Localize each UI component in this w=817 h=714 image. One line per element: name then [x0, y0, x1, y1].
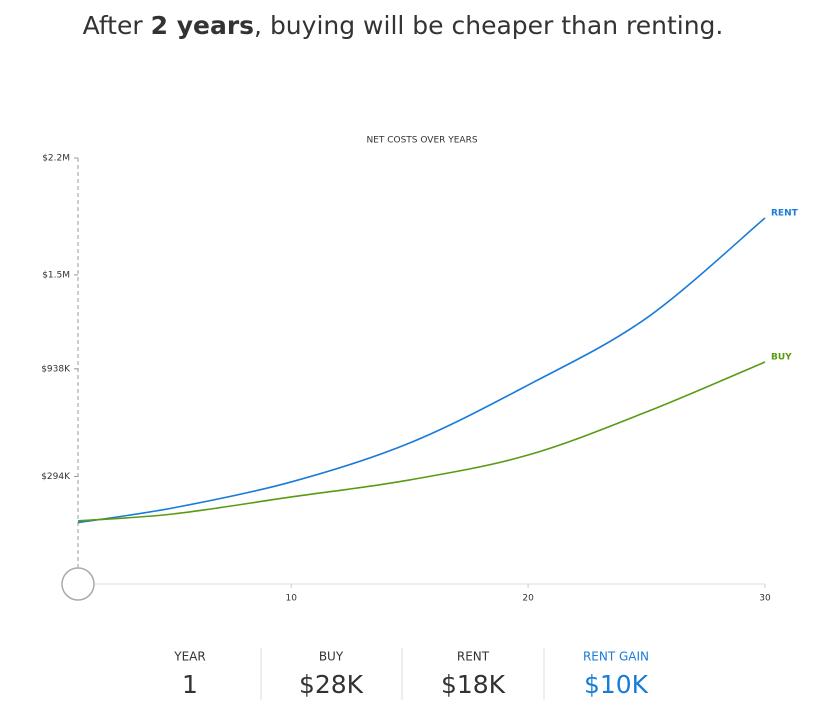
summary-value: $28K: [299, 670, 364, 699]
y-tick-label: $1.5M: [42, 270, 70, 280]
y-tick-label: $294K: [41, 472, 71, 482]
summary-label: RENT GAIN: [583, 650, 649, 664]
year-slider-handle[interactable]: [61, 567, 95, 601]
x-tick-label: 20: [522, 594, 534, 604]
series-label: BUY: [771, 352, 792, 362]
x-tick-label: 10: [285, 594, 297, 604]
headline: After 2 years, buying will be cheaper th…: [83, 11, 724, 40]
summary-value: $18K: [441, 670, 506, 699]
summary-value: 1: [182, 670, 198, 699]
headline-before: After: [83, 11, 144, 40]
headline-after: , buying will be cheaper than renting.: [254, 11, 723, 40]
summary-value: $10K: [584, 670, 649, 699]
headline-bold: 2 years: [151, 11, 254, 40]
chart-title: NET COSTS OVER YEARS: [366, 136, 477, 146]
series-line: [77, 217, 766, 524]
y-tick-label: $938K: [41, 364, 71, 374]
series-label: RENT: [771, 208, 799, 218]
summary-label: RENT: [457, 650, 490, 664]
summary-label: BUY: [319, 650, 344, 664]
series-line: [77, 361, 766, 522]
summary-label: YEAR: [173, 650, 205, 664]
x-tick-label: 30: [759, 594, 771, 604]
y-tick-label: $2.2M: [42, 154, 70, 164]
